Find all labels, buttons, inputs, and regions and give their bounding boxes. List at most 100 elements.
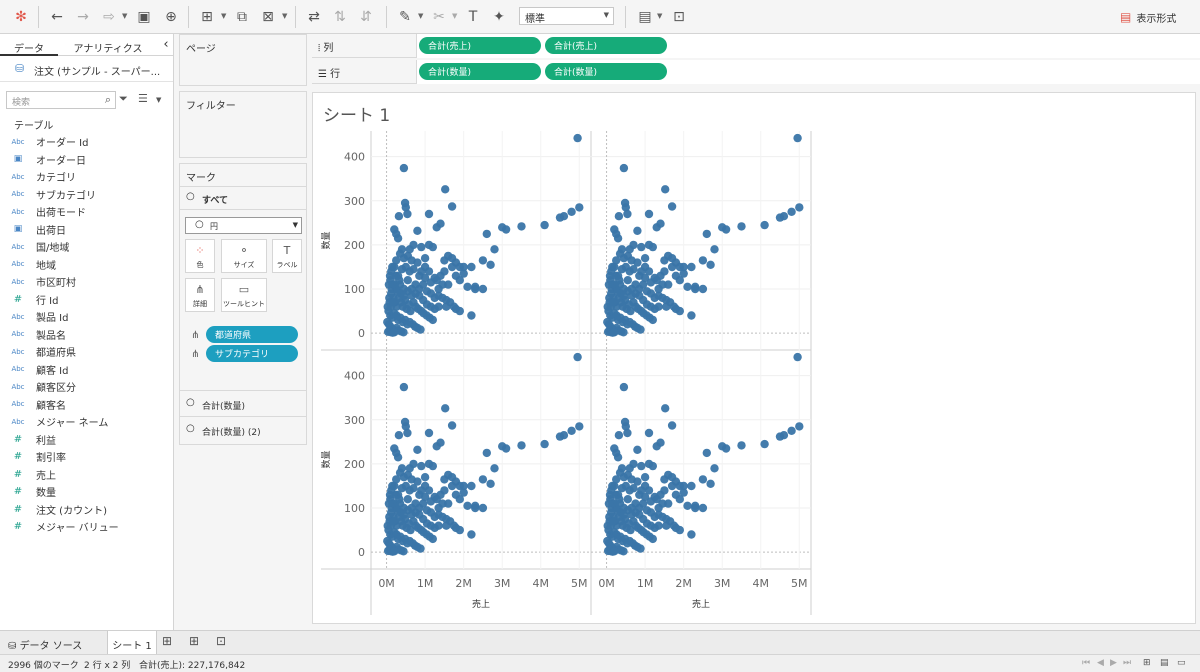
forward-arrow-icon[interactable]: →: [77, 9, 89, 25]
scatter-point[interactable]: [640, 473, 650, 482]
tableau-logo-icon[interactable]: ✻: [15, 9, 27, 25]
scatter-point[interactable]: [392, 475, 401, 484]
show-cards-dropdown-icon[interactable]: ▼: [657, 12, 663, 20]
scatter-point[interactable]: [640, 492, 650, 502]
scatter-point[interactable]: [623, 495, 632, 504]
scatter-point[interactable]: [614, 212, 624, 221]
scatter-point[interactable]: [667, 481, 677, 491]
scatter-chart[interactable]: 0 100 200 300 400 数量 0 100 200 300 400 数量 0M 1M 2M 3M 4M…: [313, 123, 1197, 623]
scatter-point[interactable]: [679, 269, 688, 278]
scatter-point[interactable]: [787, 207, 796, 216]
scatter-point[interactable]: [478, 503, 488, 513]
scatter-point[interactable]: [517, 222, 526, 231]
scatter-point[interactable]: [401, 422, 410, 431]
tab-data[interactable]: データ: [0, 36, 58, 56]
scatter-point[interactable]: [737, 222, 746, 231]
detail-pill-prefecture[interactable]: 都道府県: [206, 326, 298, 343]
scatter-point[interactable]: [478, 475, 488, 484]
scatter-point[interactable]: [636, 544, 645, 553]
scatter-point[interactable]: [463, 501, 472, 510]
scatter-point[interactable]: [687, 311, 696, 320]
scatter-point[interactable]: [409, 240, 418, 250]
field-item[interactable]: Abc 顧客名: [0, 396, 173, 413]
scatter-point[interactable]: [623, 276, 632, 285]
scatter-point[interactable]: [661, 185, 670, 194]
first-page-icon[interactable]: ⏮: [1082, 658, 1091, 668]
scatter-point[interactable]: [486, 479, 495, 488]
scatter-point[interactable]: [654, 284, 663, 294]
grid-view-icon[interactable]: ⊞: [1143, 658, 1151, 668]
label-button[interactable]: T ラベル: [272, 239, 302, 273]
field-item[interactable]: # 注文 (カウント): [0, 501, 173, 518]
scatter-point[interactable]: [667, 202, 677, 211]
size-button[interactable]: ⚬ サイズ: [221, 239, 267, 273]
scatter-point[interactable]: [501, 225, 511, 234]
field-item[interactable]: Abc カテゴリ: [0, 168, 173, 185]
scatter-point[interactable]: [795, 203, 804, 212]
group-paperclip-icon[interactable]: ✂: [433, 9, 445, 25]
scatter-point[interactable]: [399, 382, 409, 392]
scatter-point[interactable]: [401, 203, 410, 212]
scatter-point[interactable]: [683, 501, 692, 510]
previous-page-icon[interactable]: ◀: [1097, 658, 1104, 668]
scatter-point[interactable]: [706, 260, 715, 269]
scatter-point[interactable]: [447, 421, 457, 430]
scatter-point[interactable]: [407, 475, 416, 484]
rows-drop-area[interactable]: 合計(数量) 合計(数量): [416, 60, 1200, 84]
scatter-point[interactable]: [567, 426, 576, 435]
scatter-point[interactable]: [385, 271, 395, 280]
scatter-point[interactable]: [385, 490, 395, 499]
scatter-point[interactable]: [428, 315, 437, 325]
scatter-point[interactable]: [403, 209, 412, 219]
scatter-point[interactable]: [698, 503, 708, 513]
scatter-point[interactable]: [399, 328, 408, 337]
view-list-icon[interactable]: ☰: [138, 92, 148, 105]
scatter-point[interactable]: [440, 267, 449, 276]
filters-card[interactable]: フィルター: [179, 91, 307, 158]
scatter-point[interactable]: [615, 495, 624, 504]
scatter-point[interactable]: [619, 547, 628, 556]
scatter-point[interactable]: [662, 302, 671, 311]
new-worksheet-icon[interactable]: ⊞: [201, 9, 213, 25]
rows-shelf[interactable]: ☰ 行 合計(数量) 合計(数量): [312, 60, 1200, 84]
scatter-point[interactable]: [610, 547, 619, 556]
scatter-point[interactable]: [455, 495, 464, 504]
presentation-mode-icon[interactable]: ⊡: [673, 9, 685, 25]
scatter-point[interactable]: [463, 282, 472, 291]
marks-tab-quantity[interactable]: ○ 合計(数量): [180, 390, 306, 416]
scatter-point[interactable]: [691, 503, 700, 513]
sheet-title[interactable]: シート 1: [323, 106, 391, 126]
rows-pill-quantity[interactable]: 合計(数量): [419, 63, 541, 80]
scatter-point[interactable]: [644, 428, 654, 438]
filmstrip-view-icon[interactable]: ▤: [1160, 658, 1169, 668]
scatter-point[interactable]: [795, 422, 804, 431]
scatter-point[interactable]: [661, 404, 670, 413]
scatter-point[interactable]: [413, 226, 422, 235]
scatter-point[interactable]: [621, 422, 630, 431]
scatter-point[interactable]: [679, 488, 688, 497]
scatter-point[interactable]: [442, 521, 451, 530]
scatter-point[interactable]: [737, 441, 746, 450]
scatter-point[interactable]: [395, 495, 404, 504]
scatter-point[interactable]: [388, 298, 398, 307]
scatter-point[interactable]: [639, 280, 648, 289]
scatter-point[interactable]: [420, 254, 430, 263]
scatter-point[interactable]: [648, 315, 657, 325]
scatter-point[interactable]: [610, 328, 619, 337]
scatter-point[interactable]: [760, 439, 769, 449]
scatter-point[interactable]: [644, 209, 654, 219]
scatter-point[interactable]: [575, 203, 584, 212]
scatter-point[interactable]: [426, 497, 436, 506]
field-item[interactable]: ▣ オーダー日: [0, 151, 173, 168]
scatter-point[interactable]: [640, 254, 650, 263]
scatter-point[interactable]: [656, 219, 665, 228]
scatter-point[interactable]: [627, 256, 636, 265]
columns-shelf[interactable]: ⦙ 列 合計(売上) 合計(売上): [312, 34, 1200, 58]
marks-tab-quantity-2[interactable]: ○ 合計(数量) (2): [180, 416, 306, 442]
scatter-point[interactable]: [399, 547, 408, 556]
scatter-point[interactable]: [447, 202, 457, 211]
new-story-icon[interactable]: ⊡: [216, 634, 227, 648]
scatter-point[interactable]: [559, 431, 569, 440]
sort-descending-icon[interactable]: ⇵: [360, 9, 372, 25]
scatter-point[interactable]: [779, 212, 789, 221]
